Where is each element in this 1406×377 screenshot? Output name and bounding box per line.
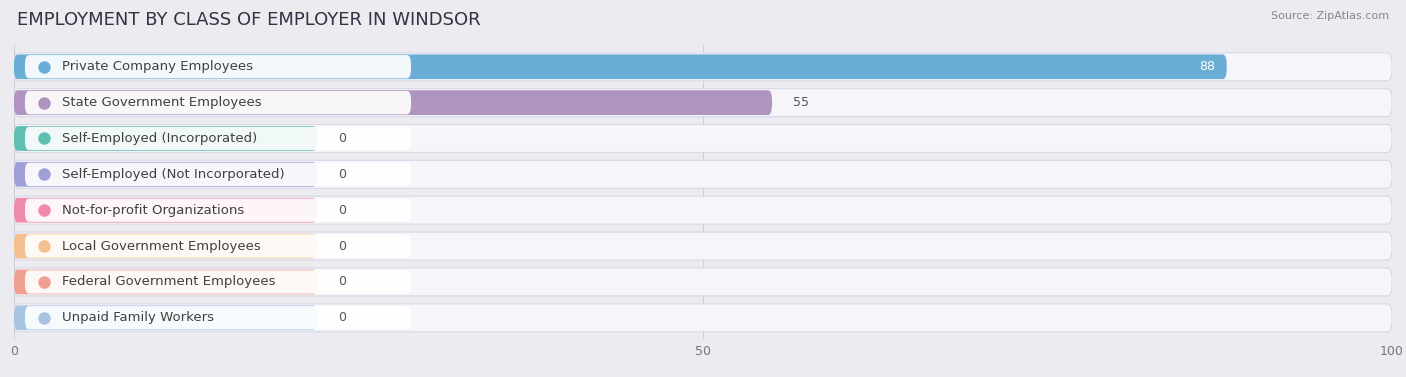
FancyBboxPatch shape — [25, 306, 411, 329]
Text: Local Government Employees: Local Government Employees — [62, 239, 262, 253]
Text: Federal Government Employees: Federal Government Employees — [62, 276, 276, 288]
FancyBboxPatch shape — [14, 268, 1392, 296]
FancyBboxPatch shape — [14, 54, 1226, 79]
Text: State Government Employees: State Government Employees — [62, 96, 262, 109]
FancyBboxPatch shape — [14, 126, 318, 151]
Text: Unpaid Family Workers: Unpaid Family Workers — [62, 311, 214, 324]
Text: 0: 0 — [337, 239, 346, 253]
FancyBboxPatch shape — [25, 163, 411, 186]
FancyBboxPatch shape — [25, 91, 411, 114]
Text: Self-Employed (Not Incorporated): Self-Employed (Not Incorporated) — [62, 168, 285, 181]
Text: Self-Employed (Incorporated): Self-Employed (Incorporated) — [62, 132, 257, 145]
FancyBboxPatch shape — [14, 304, 1392, 332]
FancyBboxPatch shape — [25, 55, 411, 78]
Text: 0: 0 — [337, 168, 346, 181]
Text: Not-for-profit Organizations: Not-for-profit Organizations — [62, 204, 245, 217]
FancyBboxPatch shape — [14, 53, 1392, 81]
FancyBboxPatch shape — [14, 234, 318, 259]
FancyBboxPatch shape — [14, 305, 318, 330]
Text: EMPLOYMENT BY CLASS OF EMPLOYER IN WINDSOR: EMPLOYMENT BY CLASS OF EMPLOYER IN WINDS… — [17, 11, 481, 29]
FancyBboxPatch shape — [14, 162, 318, 187]
Text: 0: 0 — [337, 276, 346, 288]
FancyBboxPatch shape — [25, 234, 411, 258]
FancyBboxPatch shape — [14, 270, 318, 294]
Text: Private Company Employees: Private Company Employees — [62, 60, 253, 73]
FancyBboxPatch shape — [14, 232, 1392, 260]
FancyBboxPatch shape — [25, 199, 411, 222]
FancyBboxPatch shape — [25, 127, 411, 150]
Text: 0: 0 — [337, 204, 346, 217]
Text: 88: 88 — [1199, 60, 1216, 73]
Text: 55: 55 — [793, 96, 808, 109]
FancyBboxPatch shape — [14, 196, 1392, 224]
FancyBboxPatch shape — [25, 270, 411, 294]
Text: 0: 0 — [337, 311, 346, 324]
Text: Source: ZipAtlas.com: Source: ZipAtlas.com — [1271, 11, 1389, 21]
FancyBboxPatch shape — [14, 160, 1392, 188]
FancyBboxPatch shape — [14, 124, 1392, 152]
FancyBboxPatch shape — [14, 89, 1392, 116]
FancyBboxPatch shape — [14, 90, 772, 115]
FancyBboxPatch shape — [14, 198, 318, 222]
Text: 0: 0 — [337, 132, 346, 145]
